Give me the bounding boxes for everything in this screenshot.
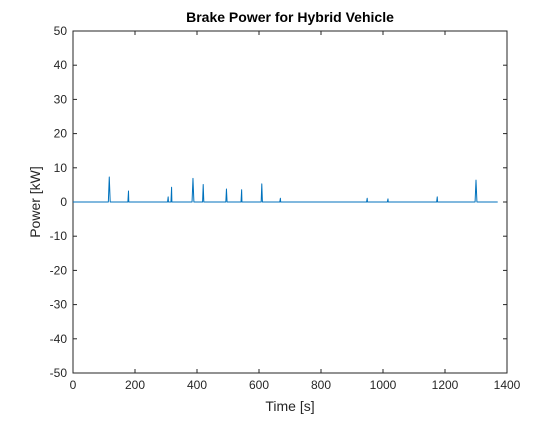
- y-tick-label: -40: [50, 332, 68, 346]
- y-axis-label: Power [kW]: [27, 166, 43, 238]
- x-tick-label: 1000: [370, 378, 397, 392]
- y-tick-label: -50: [50, 366, 68, 380]
- x-tick-label: 200: [125, 378, 145, 392]
- tick-marks: [72, 30, 508, 374]
- y-tick-label: -30: [50, 298, 68, 312]
- y-tick-label: 40: [54, 58, 68, 72]
- y-tick-label: 20: [54, 127, 68, 141]
- series-line-0: [73, 176, 498, 203]
- chart-title: Brake Power for Hybrid Vehicle: [186, 9, 394, 25]
- y-tick-label: -10: [50, 229, 68, 243]
- series-layer: [73, 176, 498, 203]
- y-tick-label: 30: [54, 92, 68, 106]
- x-tick-label: 600: [249, 378, 269, 392]
- y-tick-label: 10: [54, 161, 68, 175]
- x-tick-label: 1400: [494, 378, 521, 392]
- x-tick-label: 400: [187, 378, 207, 392]
- y-tick-label: -20: [50, 263, 68, 277]
- y-tick-label: 50: [54, 24, 68, 38]
- tick-labels: 0 200 400 600 800 1000 1200 1400-50-40-30-20-10…: [50, 24, 521, 392]
- x-tick-label: 800: [311, 378, 331, 392]
- x-axis-label: Time [s]: [265, 398, 314, 414]
- x-tick-label: 1200: [432, 378, 459, 392]
- x-tick-label: 0: [70, 378, 77, 392]
- y-tick-label: 0: [60, 195, 67, 209]
